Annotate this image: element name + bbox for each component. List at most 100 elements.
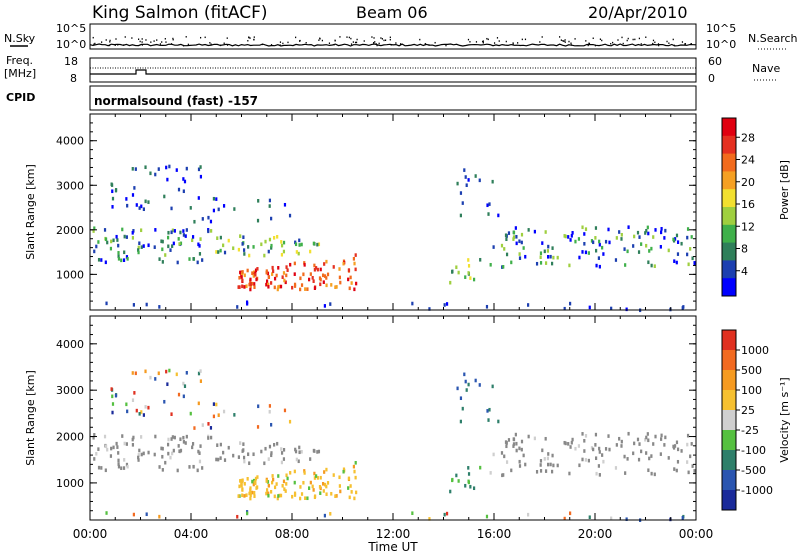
- sky-noise-dot: [672, 38, 674, 41]
- velocity-cell: [306, 496, 309, 501]
- power-cell: [686, 235, 689, 240]
- velocity-cell: [607, 434, 610, 438]
- power-cell: [459, 191, 463, 195]
- velocity-cell: [215, 402, 218, 407]
- velocity-cell: [132, 435, 135, 440]
- velocity-cell: [282, 479, 286, 484]
- velocity-cell: [256, 425, 260, 429]
- power-cell: [253, 282, 256, 286]
- sky-noise-dot: [165, 41, 167, 43]
- power-cell: [556, 255, 559, 260]
- power-cell: [547, 244, 550, 249]
- velocity-cell: [647, 438, 650, 443]
- sky-noise-trace: [89, 36, 697, 47]
- power-cell: [167, 230, 170, 235]
- sky-noise-dot: [319, 38, 321, 40]
- velocity-cell: [539, 463, 542, 467]
- sky-noise-dot: [185, 36, 187, 38]
- sky-noise-dot: [153, 40, 155, 42]
- velocity-cell: [587, 458, 590, 463]
- velocity-cell: [544, 469, 548, 473]
- velocity-cell: [237, 455, 241, 459]
- power-cell: [353, 287, 356, 292]
- velocity-cell: [594, 443, 597, 447]
- power-cell: [577, 237, 581, 241]
- velocity-cell: [123, 441, 126, 446]
- power-cell: [318, 276, 322, 280]
- velocity-cell: [243, 482, 246, 486]
- velocity-cell: [491, 384, 494, 389]
- velocity-cell: [210, 435, 213, 440]
- velocity-cell: [110, 446, 113, 451]
- sky-noise-dot: [321, 39, 323, 42]
- velocity-cell: [459, 396, 463, 401]
- power-cell: [105, 301, 108, 306]
- power-colorbar-tick-label: 20: [741, 176, 755, 189]
- velocity-cell: [563, 516, 566, 521]
- power-cell: [241, 270, 244, 274]
- power-cell: [125, 255, 129, 259]
- power-cell: [520, 232, 524, 237]
- velocity-cell: [546, 456, 550, 461]
- power-cell: [293, 272, 296, 276]
- power-cell: [567, 235, 570, 239]
- power-cell: [428, 307, 431, 311]
- sky-noise-dot: [486, 37, 488, 40]
- sky-noise-line: [89, 43, 697, 47]
- velocity-cell: [167, 437, 170, 442]
- power-cell: [154, 228, 157, 232]
- power-cell: [551, 246, 554, 250]
- power-cell: [242, 248, 246, 252]
- sky-noise-dot: [247, 39, 249, 42]
- nsearch-tick-high: 10^5: [706, 22, 736, 35]
- power-cell: [312, 279, 315, 283]
- power-cell: [294, 242, 298, 247]
- power-cell: [103, 228, 107, 232]
- velocity-colorbar-swatch: [722, 490, 736, 511]
- velocity-cell: [342, 469, 345, 474]
- power-cell: [144, 165, 147, 170]
- velocity-cell: [316, 450, 319, 454]
- power-cell: [342, 261, 345, 266]
- velocity-cell: [170, 412, 173, 416]
- velocity-cell: [455, 473, 458, 478]
- velocity-cell: [253, 490, 256, 495]
- sky-noise-dot: [371, 36, 373, 38]
- power-cell: [95, 244, 98, 249]
- power-colorbar-swatch: [722, 189, 736, 208]
- sky-noise-dot: [684, 43, 687, 45]
- power-cell: [491, 179, 494, 184]
- velocity-cell: [633, 441, 636, 446]
- power-cell: [608, 240, 611, 245]
- power-cell: [273, 236, 276, 240]
- sky-noise-dot: [638, 37, 640, 40]
- power-cell: [594, 236, 597, 240]
- power-cell: [693, 261, 696, 265]
- sky-noise-dot: [210, 43, 212, 45]
- velocity-cell: [552, 463, 555, 468]
- power-cell: [260, 242, 263, 247]
- velocity-cell: [280, 460, 284, 465]
- power-cell: [518, 256, 522, 260]
- power-cell: [347, 277, 350, 282]
- sky-noise-dot: [592, 37, 594, 40]
- velocity-cell: [140, 410, 143, 414]
- velocity-cell: [325, 467, 328, 472]
- power-cell: [135, 203, 138, 207]
- freq-tick-low: 8: [70, 72, 77, 85]
- power-cell: [300, 242, 303, 247]
- power-cell: [319, 267, 322, 272]
- velocity-cell: [117, 458, 120, 463]
- power-cell: [574, 239, 577, 244]
- velocity-cell: [293, 480, 296, 485]
- power-cell: [193, 219, 196, 224]
- velocity-cell: [236, 514, 239, 519]
- power-cell: [676, 240, 680, 244]
- power-cell: [311, 275, 314, 280]
- power-cell: [497, 213, 500, 218]
- velocity-cell: [500, 451, 504, 455]
- velocity-cell: [233, 413, 236, 417]
- power-colorbar-swatch: [722, 118, 736, 137]
- velocity-cell: [577, 444, 581, 448]
- power-cell: [201, 258, 204, 262]
